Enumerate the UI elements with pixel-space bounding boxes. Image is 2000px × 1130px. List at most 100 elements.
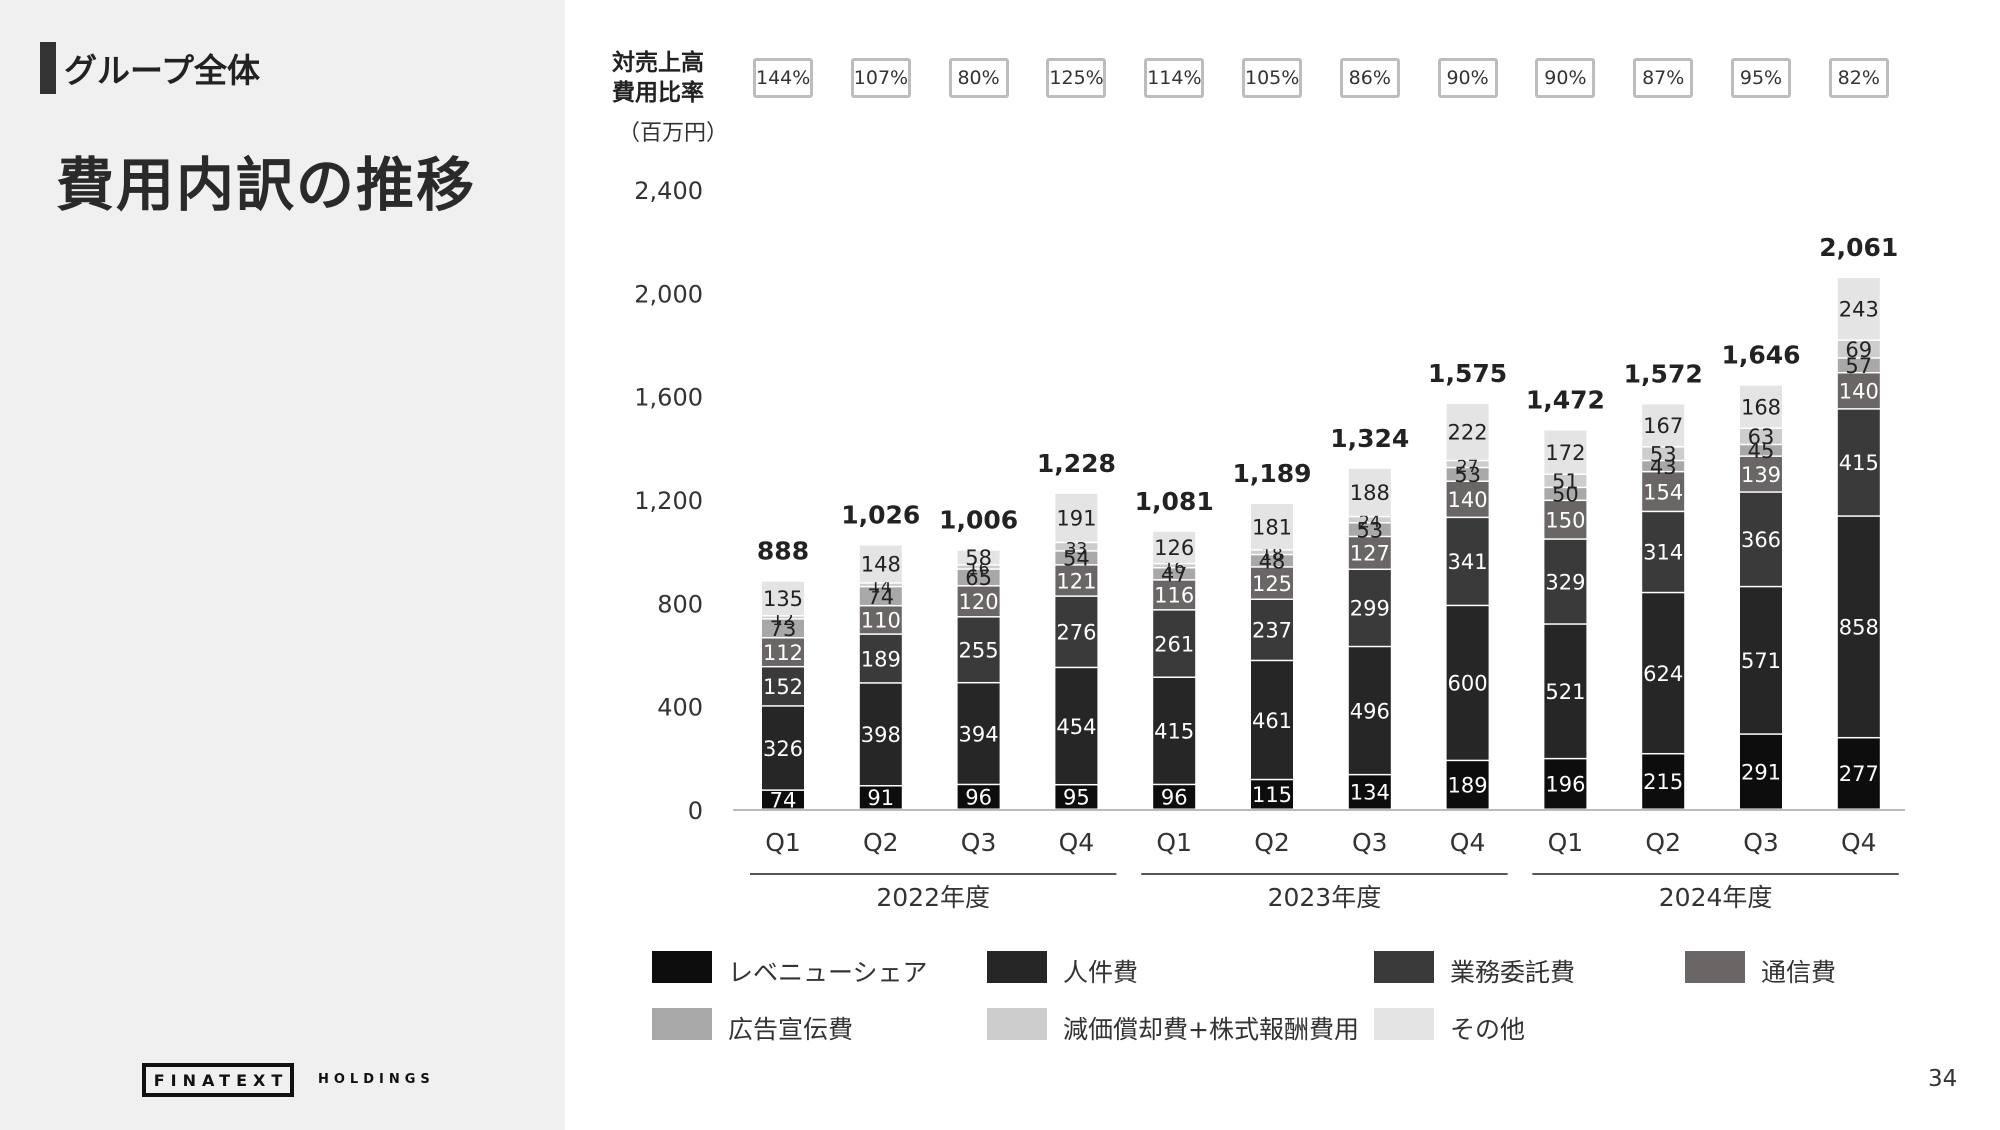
bar-value-label: 110 (861, 609, 901, 633)
bar-value-label: 154 (1643, 480, 1683, 504)
bar-segment (1251, 600, 1293, 660)
bar-value-label: 188 (1350, 481, 1390, 505)
bar-segment (1348, 775, 1391, 809)
bar-value-label: 51 (1552, 470, 1579, 494)
y-tick-label: 2,000 (634, 280, 703, 308)
bar-segment (1251, 567, 1293, 599)
bar-value-label: 189 (861, 647, 901, 671)
ratio-box: 80% (948, 58, 1009, 98)
bar-value-label: 461 (1252, 709, 1292, 733)
legend-label: 人件費 (1063, 958, 1139, 987)
bar-value-label: 74 (770, 788, 797, 812)
left-panel (0, 0, 565, 1130)
bar-segment (1251, 780, 1293, 809)
bar-value-label: 168 (1741, 395, 1781, 419)
bar-segment (1740, 429, 1782, 444)
ratio-box: 90% (1437, 58, 1498, 98)
bar-segment (1740, 385, 1782, 428)
bar-segment (1642, 447, 1685, 460)
bar-value-label: 73 (770, 617, 797, 641)
bar-segment (859, 545, 902, 583)
bar-value-label: 126 (1154, 536, 1194, 560)
bar-segment (1055, 565, 1098, 596)
bar-value-label: 65 (965, 566, 992, 590)
legend-swatch (1374, 951, 1434, 983)
bar-segment (1153, 531, 1196, 563)
bar-value-label: 496 (1350, 699, 1390, 723)
bar-value-label: 398 (861, 723, 901, 747)
bar-segment (1544, 474, 1587, 487)
x-tick-label: Q3 (961, 828, 997, 857)
bar-total-label: 888 (757, 537, 809, 566)
bar-value-label: 116 (1154, 584, 1194, 608)
bar-segment (859, 634, 902, 683)
bar-total-label: 1,006 (939, 506, 1018, 535)
bar-value-label: 148 (861, 553, 901, 577)
bar-value-label: 276 (1056, 621, 1096, 645)
ratio-box: 144% (753, 58, 813, 98)
bar-segment (762, 616, 804, 619)
legend-label: 減価償却費+株式報酬費用 (1063, 1015, 1359, 1044)
bar-segment (762, 706, 804, 790)
x-tick-label: Q3 (1743, 828, 1779, 857)
bar-segment (1642, 404, 1685, 447)
bar-value-label: 58 (965, 546, 992, 570)
bar-segment (1740, 587, 1782, 734)
bar-segment (1837, 738, 1880, 809)
bar-value-label: 291 (1741, 760, 1781, 784)
ratio-label-line1: 対売上高 (612, 50, 704, 76)
bar-value-label: 222 (1448, 421, 1488, 445)
bar-segment (1544, 624, 1587, 758)
bar-segment (1740, 492, 1782, 586)
legend-swatch (987, 1008, 1047, 1040)
y-tick-label: 0 (688, 797, 703, 825)
x-tick-label: Q1 (1548, 828, 1584, 857)
bar-value-label: 341 (1448, 550, 1488, 574)
bar-value-label: 16 (1163, 558, 1185, 578)
bar-segment (762, 581, 804, 616)
bar-segment (957, 550, 1000, 565)
bar-value-label: 135 (763, 587, 803, 611)
bar-value-label: 69 (1845, 338, 1872, 362)
logo-subtitle: HOLDINGS (318, 1072, 435, 1087)
ratio-box: 86% (1339, 58, 1400, 98)
bar-segment (1153, 610, 1196, 677)
bar-segment (1544, 539, 1587, 624)
bar-segment (762, 790, 804, 809)
bar-segment (1055, 543, 1098, 551)
y-tick-label: 800 (657, 590, 703, 618)
bar-value-label: 394 (959, 722, 999, 746)
fiscal-year-label: 2024年度 (1659, 883, 1773, 912)
bar-segment (1153, 678, 1196, 784)
bar-segment (859, 786, 902, 809)
ratio-box: 114% (1144, 58, 1205, 98)
bar-segment (1837, 358, 1880, 372)
y-tick-label: 1,600 (634, 384, 703, 412)
y-tick-label: 400 (657, 694, 703, 722)
bar-segment (1055, 785, 1098, 809)
bar-value-label: 74 (867, 585, 894, 609)
x-tick-label: Q4 (1450, 828, 1486, 857)
legend-swatch (652, 951, 712, 983)
bar-segment (1642, 472, 1685, 511)
bar-segment (1055, 493, 1098, 542)
bar-segment (1642, 754, 1685, 809)
bar-value-label: 16 (968, 560, 990, 580)
bar-total-label: 2,061 (1819, 233, 1898, 262)
legend-swatch (987, 951, 1047, 983)
bar-value-label: 115 (1252, 783, 1292, 807)
bar-value-label: 95 (1063, 786, 1090, 810)
fiscal-year-label: 2022年度 (876, 883, 990, 912)
bar-segment (1348, 517, 1391, 523)
ratio-box: 107% (850, 58, 911, 98)
bar-segment (957, 785, 1000, 809)
bar-value-label: 237 (1252, 619, 1292, 643)
bar-value-label: 191 (1056, 507, 1096, 531)
section-label: グループ全体 (64, 51, 261, 90)
bar-segment (1740, 456, 1782, 492)
bar-value-label: 150 (1545, 508, 1585, 532)
bar-segment (1837, 516, 1880, 737)
bar-value-label: 167 (1643, 414, 1683, 438)
bar-value-label: 53 (1650, 442, 1677, 466)
